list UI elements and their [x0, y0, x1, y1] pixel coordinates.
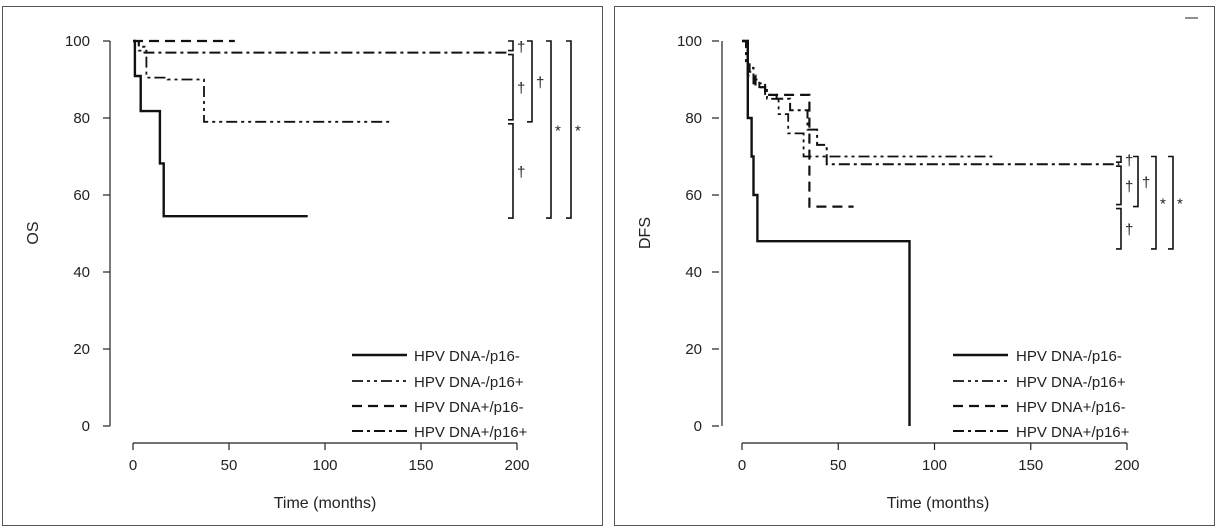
- series-line: [133, 39, 308, 218]
- x-tick-label: 150: [408, 457, 433, 474]
- dfs-chart: 0 50 100 150 200 0 20 40 60 80 100 † † † † * * Time (m…: [637, 17, 1198, 512]
- legend-label: HPV DNA+/p16+: [414, 424, 528, 441]
- x-tick-label: 100: [922, 457, 947, 474]
- significance-bracket: [1116, 165, 1122, 206]
- significance-label: †: [536, 74, 544, 91]
- significance-label: †: [517, 39, 525, 56]
- os-chart: 0 50 100 150 200 0 20 40 60 80 100 † † † † * * Time (m…: [25, 33, 581, 512]
- significance-label: †: [1125, 178, 1133, 195]
- significance-bracket: [508, 40, 514, 52]
- significance-label: †: [1125, 222, 1133, 239]
- legend: HPV DNA-/p16- HPV DNA-/p16+ HPV DNA+/p16…: [953, 348, 1130, 441]
- x-tick-label: 50: [221, 457, 238, 474]
- x-tick-label: 50: [830, 457, 847, 474]
- legend-label: HPV DNA-/p16-: [414, 348, 520, 365]
- x-tick-label: 150: [1018, 457, 1043, 474]
- series-line: [133, 40, 510, 54]
- legend-label: HPV DNA-/p16+: [414, 374, 524, 391]
- y-axis-label: DFS: [637, 217, 654, 249]
- panel-frame-dfs: [614, 6, 1215, 526]
- x-tick-label: 100: [312, 457, 337, 474]
- significance-bracket: [1116, 155, 1122, 163]
- significance-bracket: [1133, 155, 1139, 208]
- significance-label: *: [1160, 196, 1166, 213]
- legend-label: HPV DNA-/p16-: [1016, 348, 1122, 365]
- significance-bracket: [1168, 155, 1174, 250]
- y-tick-label: 80: [685, 110, 702, 127]
- x-tick-label: 0: [738, 457, 746, 474]
- series-line: [742, 40, 1120, 166]
- y-tick-label: 100: [65, 33, 90, 50]
- y-axis-label: OS: [25, 221, 42, 244]
- significance-bracket: [546, 40, 552, 219]
- x-axis-label: Time (months): [274, 495, 377, 512]
- significance-bracket: [508, 123, 514, 219]
- significance-label: †: [1142, 175, 1150, 192]
- x-axis-label: Time (months): [887, 495, 990, 512]
- significance-label: *: [555, 123, 561, 140]
- significance-bracket: [527, 40, 533, 123]
- significance-label: *: [575, 123, 581, 140]
- x-tick-label: 200: [504, 457, 529, 474]
- significance-bracket: [566, 40, 572, 219]
- significance-label: †: [1125, 152, 1133, 169]
- y-tick-label: 0: [82, 418, 90, 435]
- y-tick-label: 20: [73, 341, 90, 358]
- series-line: [742, 39, 911, 426]
- significance-label: †: [517, 164, 525, 181]
- legend: HPV DNA-/p16- HPV DNA-/p16+ HPV DNA+/p16…: [352, 348, 528, 441]
- significance-bracket: [1151, 155, 1157, 250]
- y-tick-label: 100: [677, 33, 702, 50]
- significance-bracket: [508, 53, 514, 121]
- significance-label: *: [1177, 196, 1183, 213]
- y-tick-label: 20: [685, 341, 702, 358]
- legend-label: HPV DNA+/p16-: [414, 399, 524, 416]
- panel-frame-os: [2, 6, 603, 526]
- x-tick-label: 200: [1114, 457, 1139, 474]
- y-tick-label: 40: [685, 264, 702, 281]
- significance-label: †: [517, 80, 525, 97]
- y-tick-label: 60: [685, 187, 702, 204]
- legend-label: HPV DNA-/p16+: [1016, 374, 1126, 391]
- x-tick-label: 0: [129, 457, 137, 474]
- y-tick-label: 60: [73, 187, 90, 204]
- legend-label: HPV DNA+/p16+: [1016, 424, 1130, 441]
- y-tick-label: 40: [73, 264, 90, 281]
- significance-bracket: [1116, 207, 1122, 250]
- y-tick-label: 0: [694, 418, 702, 435]
- legend-label: HPV DNA+/p16-: [1016, 399, 1126, 416]
- y-tick-label: 80: [73, 110, 90, 127]
